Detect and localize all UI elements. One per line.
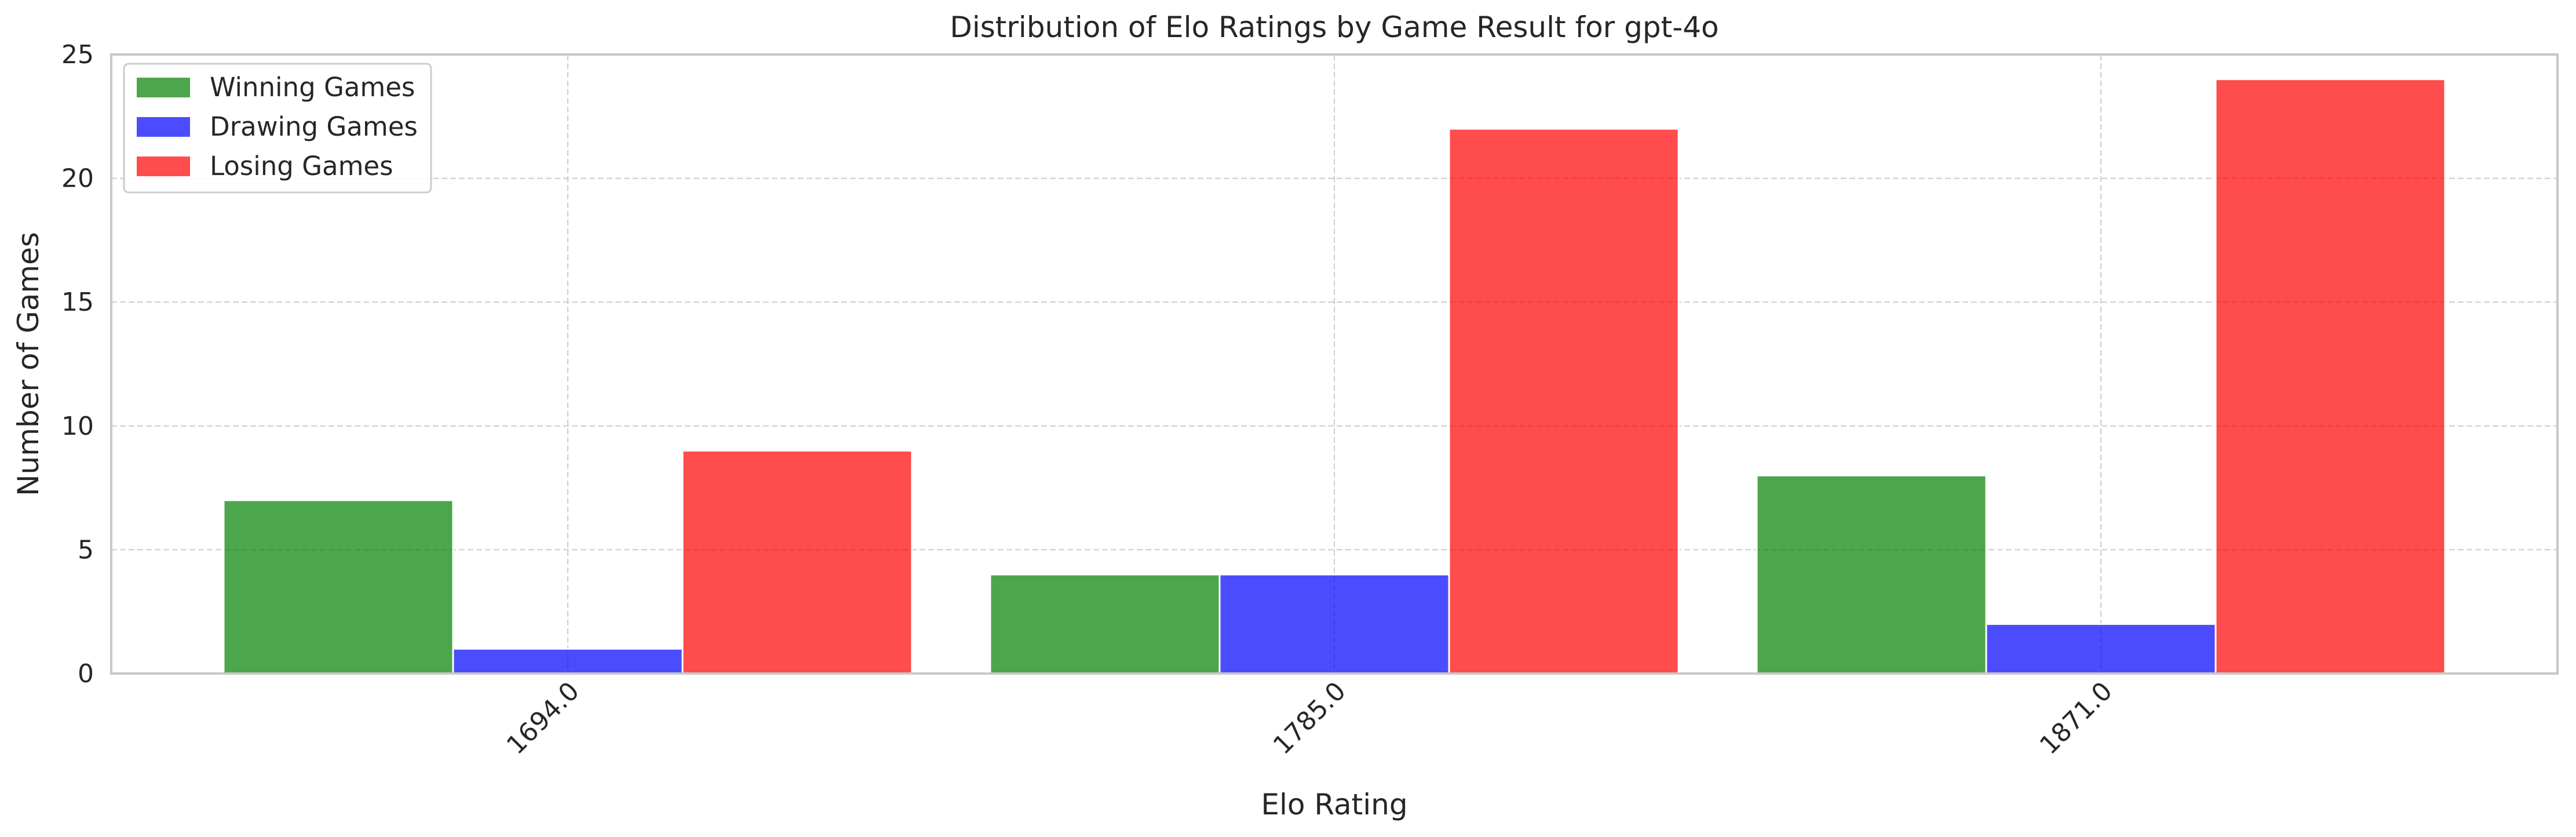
chart-title: Distribution of Elo Ratings by Game Resu… bbox=[950, 10, 1718, 44]
legend-swatch bbox=[137, 117, 190, 137]
legend-swatch bbox=[137, 78, 190, 97]
legend-swatch bbox=[137, 157, 190, 176]
bar-winning-games-1785.0 bbox=[989, 573, 1221, 675]
y-tick-label: 10 bbox=[61, 412, 94, 441]
y-axis-ticks: 0 5 10 15 20 25 bbox=[61, 40, 94, 689]
y-tick-label: 0 bbox=[78, 659, 94, 689]
bar-winning-games-1871.0 bbox=[1756, 474, 1987, 675]
bar-losing-games-1694.0 bbox=[681, 450, 913, 675]
x-axis-ticks: 1694.0 1785.0 1871.0 bbox=[501, 676, 2118, 760]
y-tick-label: 20 bbox=[61, 164, 94, 194]
bar-drawing-games-1785.0 bbox=[1218, 573, 1450, 675]
legend-label: Losing Games bbox=[210, 151, 393, 181]
bar-drawing-games-1694.0 bbox=[452, 647, 684, 675]
legend-box bbox=[123, 63, 432, 194]
legend-label: Winning Games bbox=[210, 72, 415, 103]
x-tick-label: 1871.0 bbox=[2034, 676, 2118, 760]
y-tick-label: 25 bbox=[61, 40, 94, 70]
x-tick-label: 1694.0 bbox=[501, 676, 585, 760]
bar-losing-games-1871.0 bbox=[2214, 78, 2446, 675]
legend: Winning Games Drawing Games Losing Games bbox=[123, 63, 432, 194]
bar-drawing-games-1871.0 bbox=[1985, 623, 2217, 675]
plot-frame bbox=[110, 53, 2559, 675]
bar-losing-games-1785.0 bbox=[1448, 128, 1680, 675]
bars bbox=[222, 78, 2446, 675]
y-tick-label: 15 bbox=[61, 288, 94, 317]
legend-label: Drawing Games bbox=[210, 111, 418, 142]
y-tick-label: 5 bbox=[78, 535, 94, 565]
y-axis-label: Number of Games bbox=[12, 232, 45, 496]
x-axis-label: Elo Rating bbox=[1261, 788, 1407, 821]
bar-winning-games-1694.0 bbox=[222, 499, 454, 675]
x-tick-label: 1785.0 bbox=[1268, 676, 1352, 760]
